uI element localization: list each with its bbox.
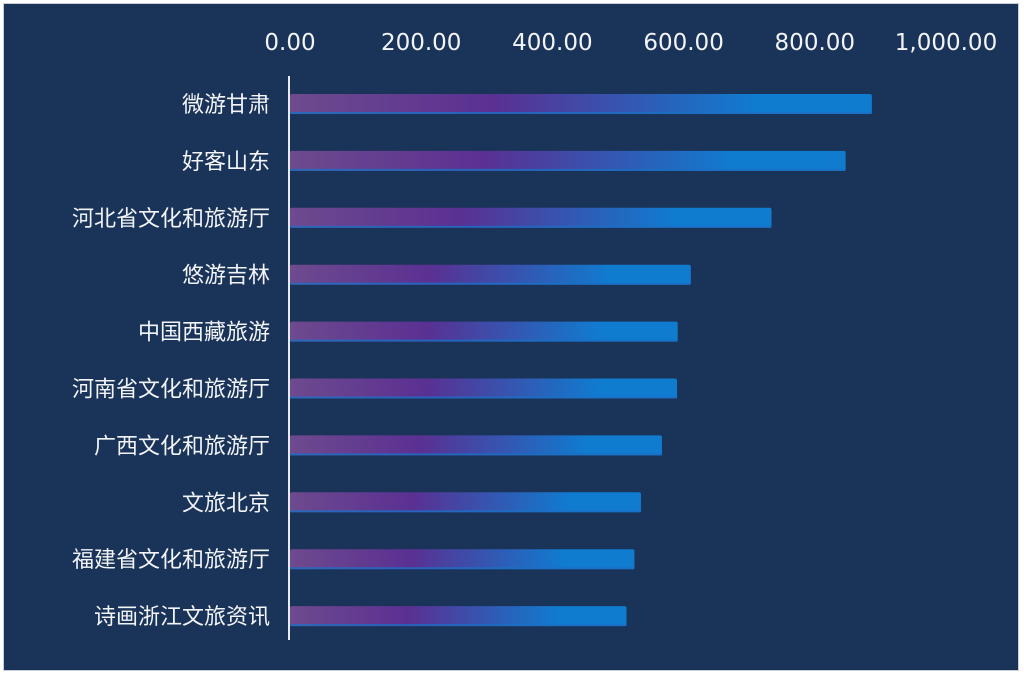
category-label: 广西文化和旅游厅 [94,434,270,459]
bar [290,207,772,228]
bar [290,435,662,456]
bar [290,321,678,342]
bar-edge-highlight [290,624,627,627]
bars [290,94,872,627]
y-axis-labels: 微游甘肃好客山东河北省文化和旅游厅悠游吉林中国西藏旅游河南省文化和旅游厅广西文化… [72,93,270,630]
bar [290,378,678,399]
category-label: 文旅北京 [182,491,270,516]
bar-edge-highlight [290,112,872,114]
x-tick-label: 200.00 [381,30,461,56]
x-tick-label: 1,000.00 [895,30,997,56]
category-label: 福建省文化和旅游厅 [72,548,270,573]
bar [290,606,627,627]
bar [290,150,846,171]
bar [290,264,691,285]
category-label: 中国西藏旅游 [138,321,270,346]
x-tick-label: 400.00 [512,30,592,56]
x-tick-label: 600.00 [643,30,723,56]
category-label: 诗画浙江文旅资讯 [94,605,270,630]
bar-edge-highlight [290,225,772,228]
bar [290,549,635,570]
bar [290,94,872,114]
category-label: 河南省文化和旅游厅 [72,378,270,403]
bar-edge-highlight [290,567,635,570]
category-label: 微游甘肃 [182,93,270,118]
bar-edge-highlight [290,168,846,171]
bar-edge-highlight [290,510,641,513]
bar-edge-highlight [290,453,662,456]
x-axis-ticks: 0.00 200.00 400.00 600.00 800.00 1,000.00 [264,30,997,56]
x-tick-label: 0.00 [264,30,315,56]
x-tick-label: 800.00 [775,30,855,56]
category-label: 悠游吉林 [182,264,270,289]
bar-edge-highlight [290,339,678,342]
category-label: 好客山东 [182,150,270,175]
bar-edge-highlight [290,396,678,399]
bar-edge-highlight [290,282,691,285]
bar [290,492,641,513]
category-label: 河北省文化和旅游厅 [72,207,270,232]
